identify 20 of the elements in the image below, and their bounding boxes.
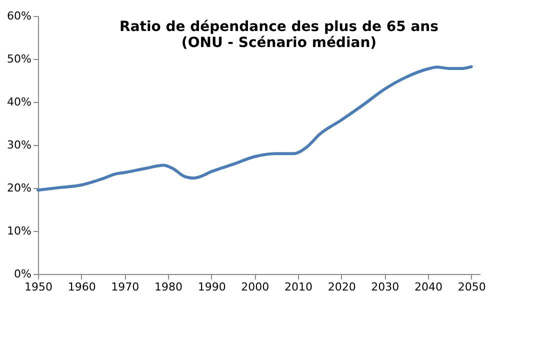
y-tick-label: 60% xyxy=(7,10,32,22)
y-tick-label: 20% xyxy=(7,182,32,194)
x-tick-label: 1980 xyxy=(154,280,182,294)
x-tick-label: 2040 xyxy=(414,280,442,294)
x-tick-label: 2020 xyxy=(328,280,356,294)
y-tick-label: 30% xyxy=(7,138,32,152)
y-tick-label: 50% xyxy=(7,52,32,66)
y-tick-label: 10% xyxy=(7,224,32,238)
x-tick-label: 1970 xyxy=(111,280,140,294)
x-tick-label: 1960 xyxy=(68,280,96,294)
x-tick-label: 2010 xyxy=(284,280,312,294)
y-tick-label: 40% xyxy=(7,96,32,108)
x-tick-label: 1950 xyxy=(24,280,52,294)
line-series xyxy=(36,65,473,192)
x-tick-label: 2000 xyxy=(241,280,270,294)
x-tick-label: 2050 xyxy=(458,280,486,294)
text: Ratio de dépendance des plus de 65 ans (ONU - Scénario médian) xyxy=(120,19,438,51)
x-tick-label: 1990 xyxy=(198,280,226,294)
y-tick-label: 0% xyxy=(14,268,32,280)
x-tick-label: 2030 xyxy=(371,280,400,294)
